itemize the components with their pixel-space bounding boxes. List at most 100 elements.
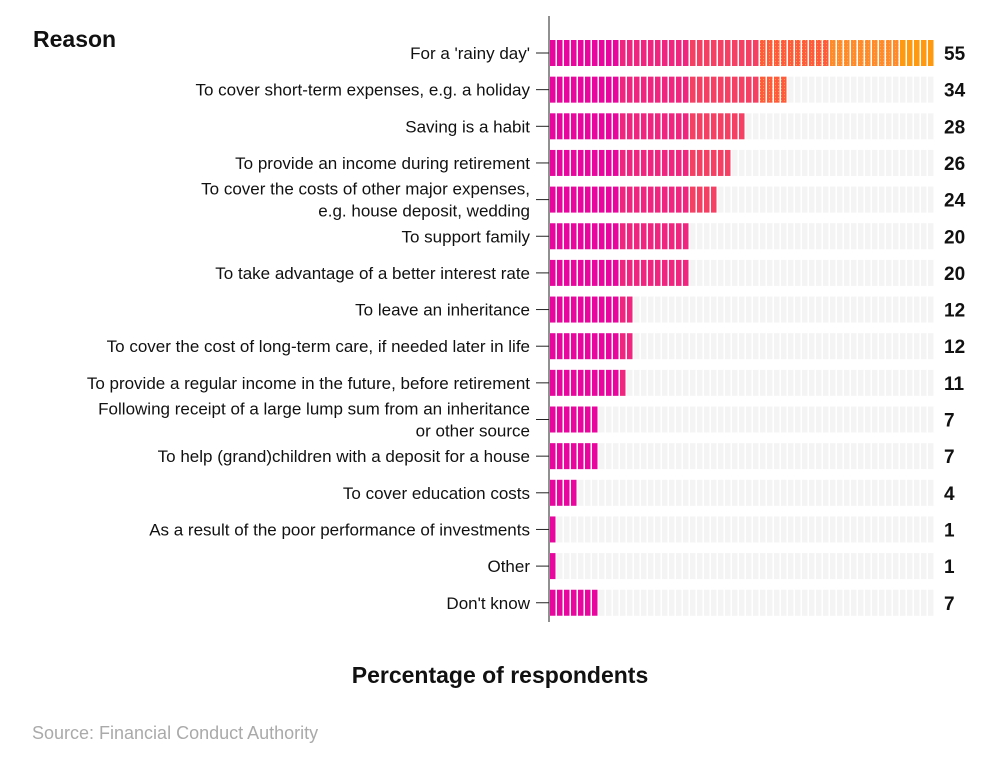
bar-segment [550,406,556,433]
category-label: Other [487,557,530,576]
bar-track-segment [865,406,871,433]
bar-segment [578,113,584,140]
bar-track-segment [788,333,794,360]
category-label: As a result of the poor performance of i… [149,520,530,539]
bar-track-segment [725,186,731,213]
bar-track-segment [564,553,570,580]
bar-segment [669,113,675,140]
bar-track-segment [711,296,717,323]
bar-segment [676,113,682,140]
bar-segment [599,149,605,176]
bar-track-segment [690,223,696,250]
bar-track-segment [851,516,857,543]
bar-track-segment [914,186,920,213]
bar-track-segment [907,479,913,506]
bar-track-segment [753,443,759,470]
bar-segment [599,40,605,66]
bar-track-segment [641,516,647,543]
bar-track-segment [858,76,864,103]
bar-track-segment [851,589,857,616]
bar-track-segment [879,76,885,103]
bar-track-segment [928,259,934,286]
bar-track-segment [571,553,577,580]
bar-track-segment [879,223,885,250]
bar-track-segment [746,406,752,433]
bar-track-segment [753,516,759,543]
bar-segment [578,589,584,616]
bar-track-segment [781,186,787,213]
bar-track-segment [788,186,794,213]
bar-track-segment [753,223,759,250]
bar-track-segment [676,406,682,433]
bar-segment [557,149,563,176]
bar-track-segment [851,369,857,396]
bar-track-segment [753,186,759,213]
data-label: 12 [944,337,965,358]
bar-track-segment [725,516,731,543]
bar-track-segment [711,479,717,506]
bar-track-segment [669,369,675,396]
bar-segment [606,113,612,140]
bar-segment [564,369,570,396]
bar-track-segment [641,296,647,323]
bar-track-segment [627,516,633,543]
bar-track-segment [844,406,850,433]
bar-track-segment [655,443,661,470]
bar-track-segment [697,296,703,323]
category-label: To help (grand)children with a deposit f… [158,447,530,466]
bar-track-segment [613,479,619,506]
bar-track-segment [781,369,787,396]
bar-segment [690,40,696,66]
bar-segment [641,186,647,213]
bar-track-segment [865,186,871,213]
bar-segment [592,76,598,103]
data-label: 28 [944,117,965,138]
bar-track-segment [788,406,794,433]
category-label: To take advantage of a better interest r… [215,264,530,283]
bar-track-segment [816,479,822,506]
bar-track-segment [690,406,696,433]
data-label: 12 [944,301,965,322]
bar-track-segment [669,406,675,433]
bar-track-segment [690,516,696,543]
bar-segment [634,76,640,103]
bar-track-segment [837,113,843,140]
bar-track-segment [823,553,829,580]
bar-track-segment [809,589,815,616]
bar-track-segment [767,223,773,250]
bar-track-segment [788,259,794,286]
bar-track-segment [830,76,836,103]
bar-segment [550,149,556,176]
bar-segment [578,369,584,396]
bar-segment [585,589,591,616]
bar-track-segment [795,443,801,470]
bar-track-segment [627,369,633,396]
bar-track-segment [711,553,717,580]
bar-track-segment [795,149,801,176]
bar-track-segment [648,296,654,323]
bar-segment [564,186,570,213]
bar-segment [550,369,556,396]
bar-track-segment [746,296,752,323]
bar-track-segment [893,369,899,396]
bar-track-segment [879,186,885,213]
bar-track-segment [858,516,864,543]
bar-segment [620,149,626,176]
bar-segment [683,259,689,286]
bar-track-segment [879,589,885,616]
bar-track-segment [662,553,668,580]
bar-segment [739,113,745,140]
bar-track-segment [781,443,787,470]
bar-track-segment [823,149,829,176]
bar-segment [676,259,682,286]
bar-track-segment [732,259,738,286]
bar-segment [578,296,584,323]
bar-segment [571,259,577,286]
bar-track-segment [606,516,612,543]
bar-track-segment [802,589,808,616]
bar-track-segment [900,516,906,543]
bar-track-segment [613,589,619,616]
bar-segment [641,223,647,250]
bar-segment [550,443,556,470]
bar-track-segment [809,76,815,103]
